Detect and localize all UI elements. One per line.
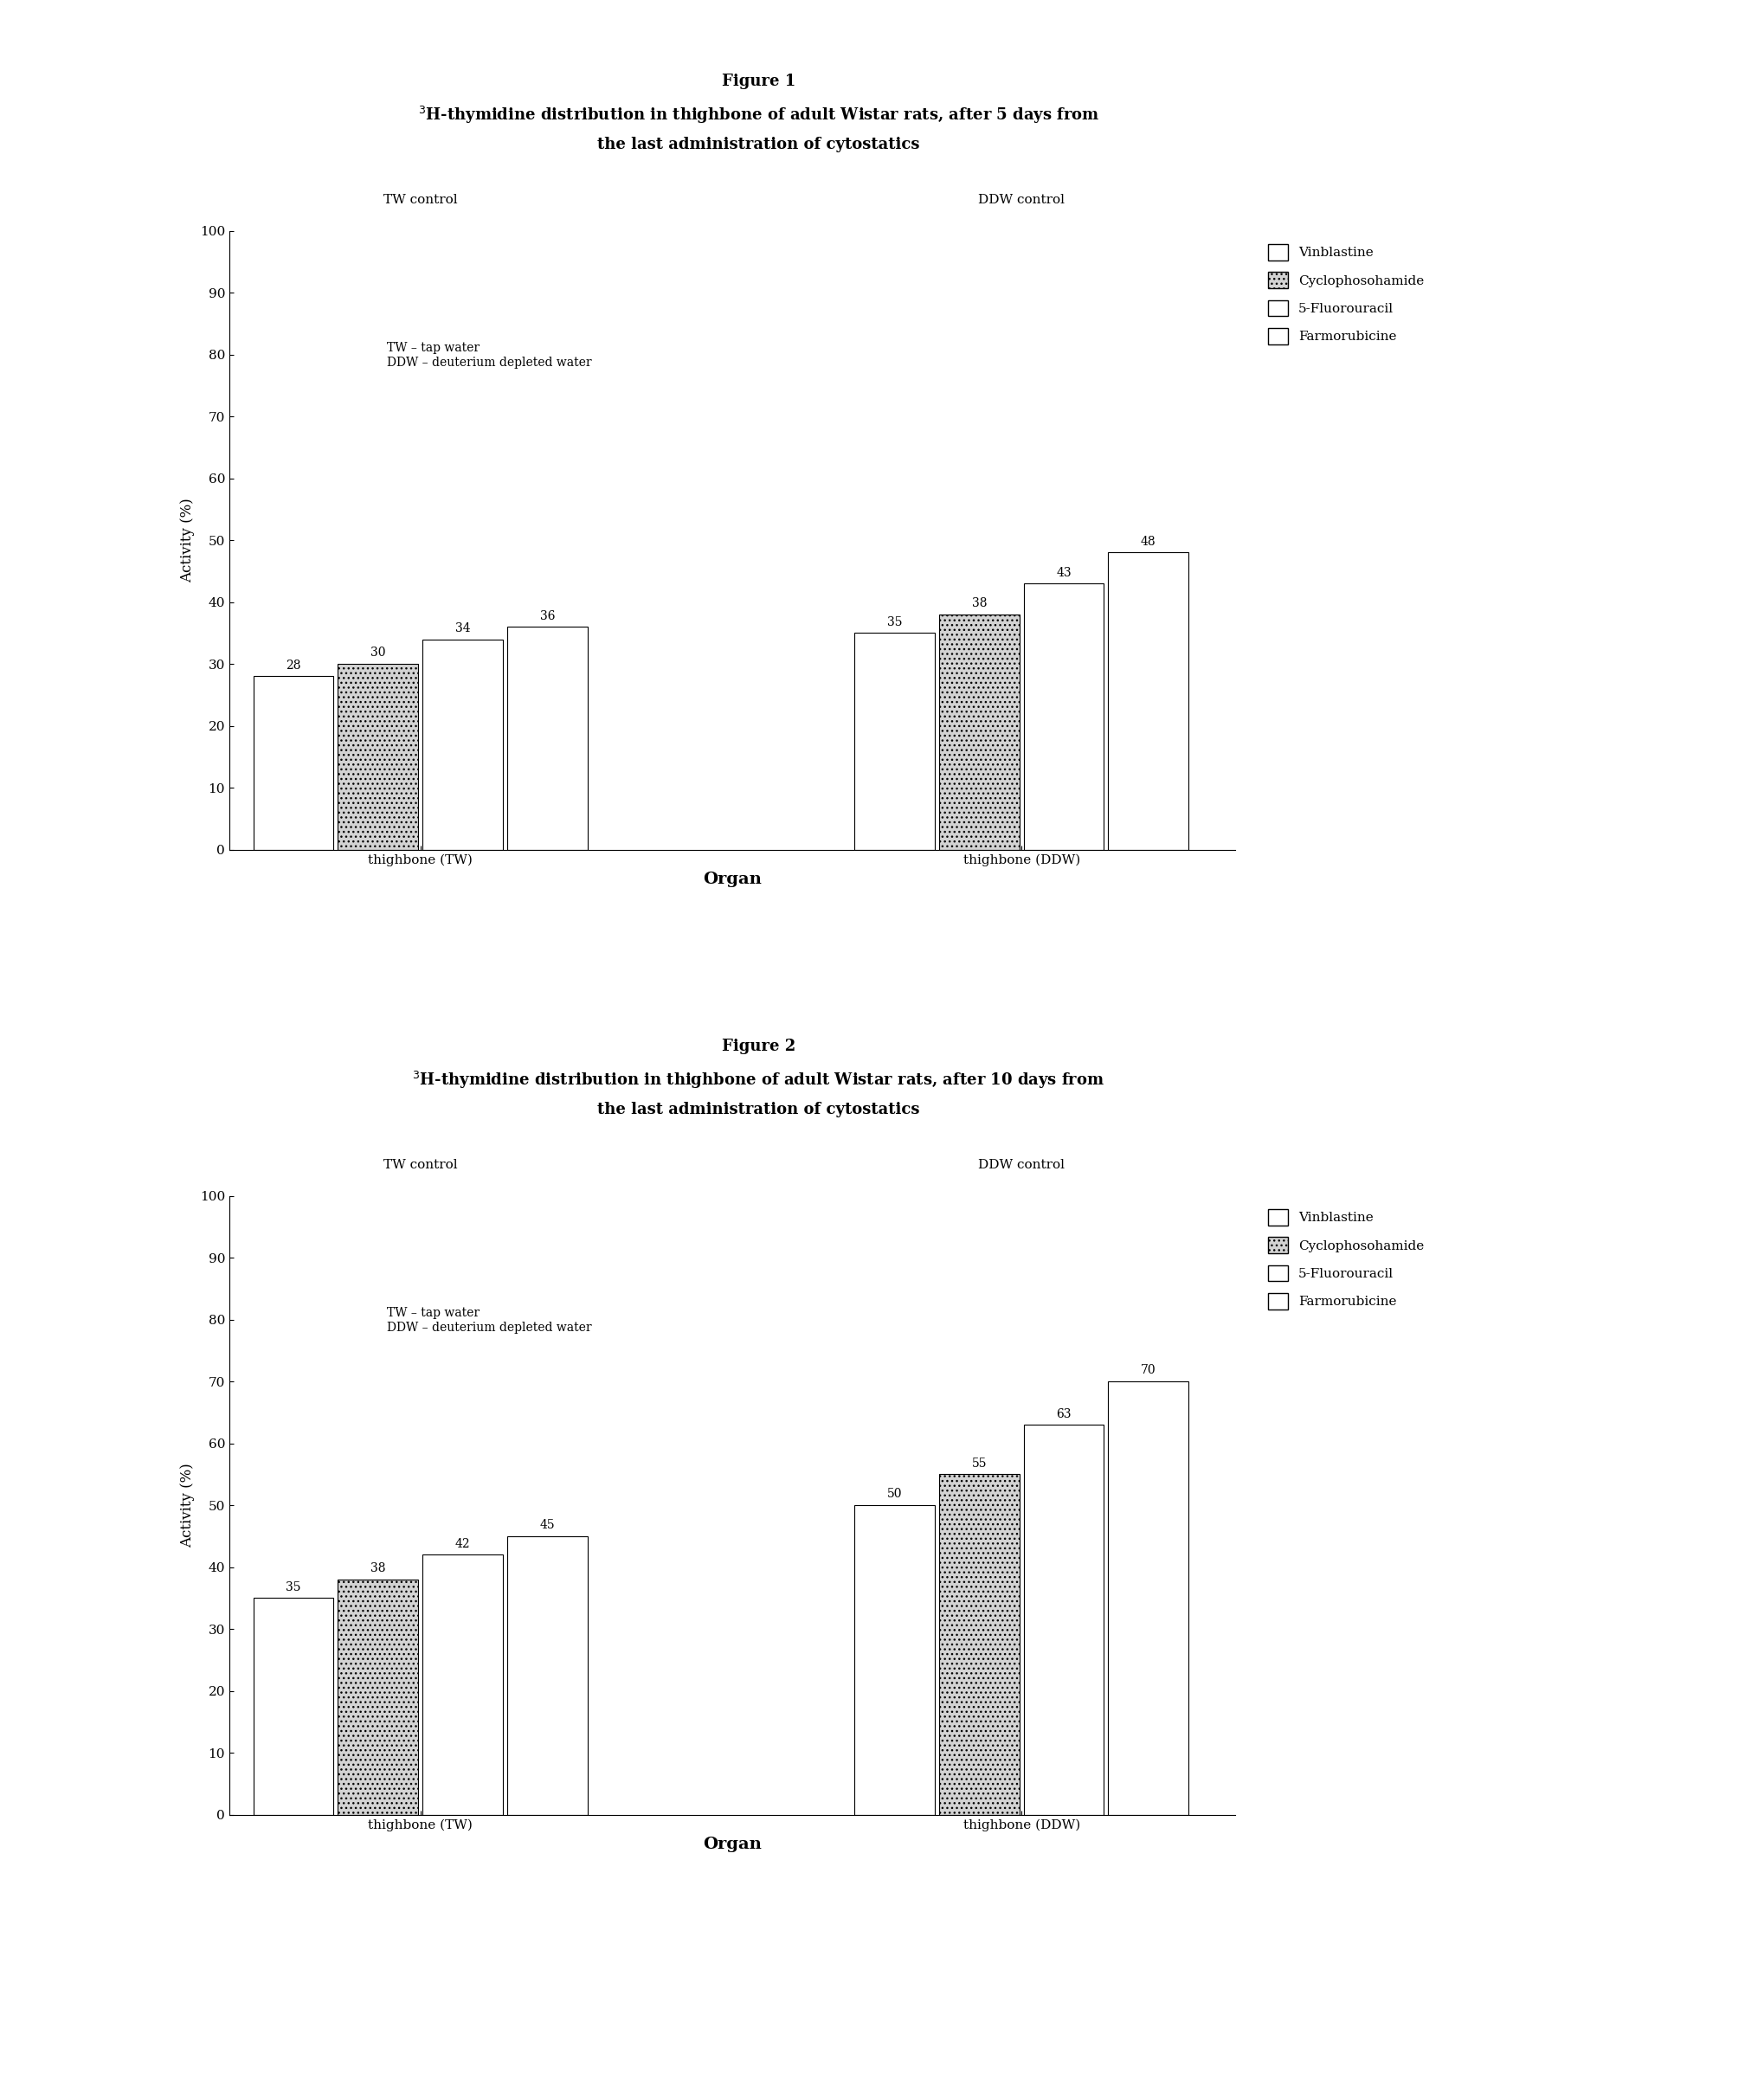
Text: TW – tap water
DDW – deuterium depleted water: TW – tap water DDW – deuterium depleted …	[386, 1307, 591, 1334]
Bar	[423, 640, 503, 850]
Text: 28: 28	[286, 659, 302, 671]
Legend: Vinblastine, Cyclophosohamide, 5-Fluorouracil, Farmorubicine: Vinblastine, Cyclophosohamide, 5-Fluorou…	[1261, 237, 1431, 350]
Bar	[339, 663, 418, 850]
Text: 35: 35	[286, 1582, 302, 1592]
Bar	[254, 676, 333, 850]
Text: 55: 55	[972, 1458, 986, 1469]
Text: TW control: TW control	[383, 1158, 457, 1171]
Y-axis label: Activity (%): Activity (%)	[180, 1462, 196, 1548]
Text: 50: 50	[887, 1487, 901, 1500]
Text: 36: 36	[540, 611, 556, 621]
Text: Figure 1: Figure 1	[721, 73, 796, 88]
Bar	[854, 634, 935, 850]
Bar	[423, 1555, 503, 1815]
Legend: Vinblastine, Cyclophosohamide, 5-Fluorouracil, Farmorubicine: Vinblastine, Cyclophosohamide, 5-Fluorou…	[1261, 1202, 1431, 1315]
Text: 30: 30	[370, 646, 386, 659]
Text: DDW control: DDW control	[979, 193, 1065, 206]
Text: 42: 42	[455, 1538, 471, 1550]
Y-axis label: Activity (%): Activity (%)	[180, 497, 196, 583]
Text: 63: 63	[1057, 1408, 1071, 1420]
Bar	[938, 1475, 1020, 1815]
Bar	[854, 1506, 935, 1815]
Text: the last administration of cytostatics: the last administration of cytostatics	[598, 1101, 919, 1116]
Bar	[1108, 552, 1189, 850]
Text: 70: 70	[1141, 1364, 1155, 1376]
Text: $^{3}$H-thymidine distribution in thighbone of adult Wistar rats, after 5 days f: $^{3}$H-thymidine distribution in thighb…	[418, 105, 1099, 126]
Text: DDW control: DDW control	[979, 1158, 1065, 1171]
Text: 43: 43	[1057, 566, 1071, 579]
Text: the last administration of cytostatics: the last administration of cytostatics	[598, 136, 919, 151]
Bar	[1108, 1380, 1189, 1815]
Bar	[508, 627, 587, 850]
Text: Figure 2: Figure 2	[721, 1039, 796, 1053]
Text: 45: 45	[540, 1519, 556, 1532]
Text: 38: 38	[972, 598, 986, 611]
Bar	[938, 615, 1020, 850]
Text: 48: 48	[1141, 535, 1155, 548]
Bar	[1023, 583, 1104, 850]
Bar	[508, 1536, 587, 1815]
Text: $^{3}$H-thymidine distribution in thighbone of adult Wistar rats, after 10 days : $^{3}$H-thymidine distribution in thighb…	[413, 1070, 1104, 1091]
X-axis label: Organ: Organ	[702, 1836, 762, 1853]
Bar	[339, 1580, 418, 1815]
Text: TW control: TW control	[383, 193, 457, 206]
Text: 35: 35	[887, 617, 901, 627]
Text: 38: 38	[370, 1563, 386, 1576]
Text: 34: 34	[455, 623, 471, 634]
Text: TW – tap water
DDW – deuterium depleted water: TW – tap water DDW – deuterium depleted …	[386, 342, 591, 369]
X-axis label: Organ: Organ	[702, 871, 762, 887]
Bar	[1023, 1425, 1104, 1815]
Bar	[254, 1599, 333, 1815]
